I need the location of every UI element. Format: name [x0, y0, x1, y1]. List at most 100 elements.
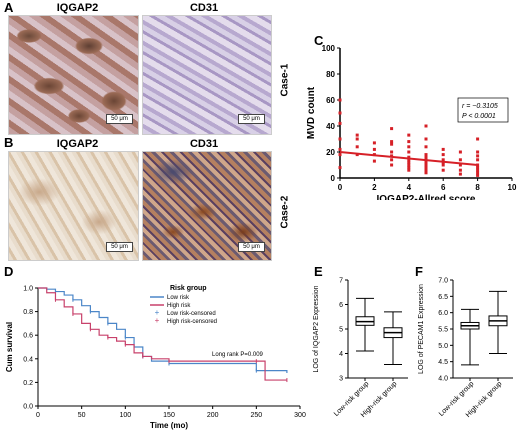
c-data-point: [407, 166, 411, 170]
d-y-tick-label: 0.0: [23, 404, 33, 411]
c-y-tick-label: 60: [326, 96, 335, 105]
c-data-point: [372, 147, 376, 151]
c-data-point: [424, 160, 428, 164]
panel-letter-d: D: [4, 264, 14, 279]
c-data-point: [424, 145, 428, 149]
d-x-tick-label: 150: [163, 412, 175, 419]
c-data-point: [458, 172, 462, 176]
c-annotation-r: r = −0.3105: [462, 103, 498, 110]
d-y-axis-label: Cum survival: [5, 322, 14, 372]
d-x-tick-label: 50: [78, 412, 86, 419]
c-data-point: [355, 137, 359, 141]
f-y-tick-label: 5.0: [438, 343, 448, 350]
d-y-tick-label: 0.6: [23, 333, 33, 340]
c-data-point: [407, 133, 411, 137]
c-data-point: [458, 150, 462, 154]
panel-letter-b: B: [4, 135, 14, 150]
c-data-point: [441, 158, 445, 162]
chart-c-scatter: 0 20 40 60 80 100 0 2 4 6 8 10 IQGAP2-Allred score MV…: [306, 44, 517, 200]
d-y-tick-label: 0.4: [23, 356, 33, 363]
c-data-point: [390, 163, 394, 167]
d-y-tick-label: 1.0: [23, 286, 33, 293]
c-x-tick-label: 0: [338, 183, 343, 192]
c-data-point: [476, 166, 480, 170]
c-data-point: [338, 147, 342, 151]
c-data-point: [424, 166, 428, 170]
f-y-tick-label: 7.0: [438, 278, 448, 285]
panel-letter-a: A: [4, 0, 14, 15]
c-data-point: [476, 137, 480, 141]
c-regression-line: [339, 151, 478, 166]
panel-a-right-title: CD31: [189, 2, 219, 14]
d-legend-label: Low risk-censored: [167, 311, 216, 317]
f-y-tick-label: 5.5: [438, 327, 448, 334]
c-x-tick-label: 2: [372, 183, 377, 192]
scale-bar-b2: 50 μm: [238, 242, 265, 252]
c-x-tick-label: 10: [508, 183, 517, 192]
scale-bar-a1: 50 μm: [106, 114, 133, 124]
c-data-point: [424, 171, 428, 175]
e-y-axis-label: LOG of IQGAP2 Expression: [313, 285, 320, 372]
c-data-point: [424, 137, 428, 141]
c-data-point: [441, 163, 445, 167]
scale-bar-a2: 50 μm: [238, 114, 265, 124]
d-annotation: Long rank P=0.009: [212, 352, 264, 358]
c-data-point: [476, 158, 480, 162]
e-y-tick-label: 6: [339, 302, 343, 309]
c-annotation-box: [457, 97, 509, 123]
e-y-tick-label: 5: [339, 327, 343, 334]
case1-label: Case-1: [279, 63, 291, 97]
c-y-tick-label: 80: [326, 70, 335, 79]
d-legend-title: Risk group: [170, 285, 207, 292]
d-x-tick-label: 100: [119, 412, 131, 419]
panel-b-right-title: CD31: [189, 138, 219, 150]
c-data-point: [476, 150, 480, 154]
panel-letter-e: E: [314, 264, 323, 279]
d-x-axis-label: Time (mo): [150, 421, 188, 430]
case2-label: Case-2: [279, 195, 291, 229]
c-data-point: [355, 145, 359, 149]
e-y-tick-label: 3: [339, 376, 343, 383]
c-data-point: [458, 158, 462, 162]
f-y-axis-label: LOG of PECAM1 Expression: [418, 284, 425, 374]
panel-b-left-title: IQGAP2: [56, 138, 99, 150]
c-data-point: [407, 163, 411, 167]
c-data-point: [407, 150, 411, 154]
c-data-point: [458, 168, 462, 172]
c-data-point: [424, 163, 428, 167]
c-data-point: [424, 155, 428, 159]
c-data-point: [390, 142, 394, 146]
c-data-point: [441, 168, 445, 172]
c-data-point: [390, 140, 394, 144]
c-x-axis-label: IQGAP2-Allred score: [377, 194, 476, 200]
d-y-tick-label: 0.2: [23, 380, 33, 387]
c-data-point: [338, 121, 342, 125]
c-data-point: [390, 127, 394, 131]
c-data-point: [338, 137, 342, 141]
panel-letter-c: C: [314, 33, 324, 48]
d-series-line-high: [38, 287, 287, 381]
c-data-point: [407, 160, 411, 164]
c-data-point: [390, 158, 394, 162]
f-y-tick-label: 6.0: [438, 310, 448, 317]
d-legend-swatch: +: [155, 308, 160, 317]
c-data-point: [458, 163, 462, 167]
c-data-point: [476, 173, 480, 177]
c-x-tick-label: 8: [475, 183, 480, 192]
panel-letter-f: F: [415, 264, 423, 279]
c-y-axis-label: MVD count: [306, 86, 317, 139]
e-y-tick-label: 4: [339, 351, 343, 358]
c-data-point: [372, 159, 376, 163]
f-y-tick-label: 4.0: [438, 376, 448, 383]
f-y-tick-label: 4.5: [438, 359, 448, 366]
c-data-point: [407, 158, 411, 162]
d-legend-label: High risk: [167, 303, 191, 309]
c-data-point: [338, 111, 342, 115]
chart-d-survival: 0.0 0.2 0.4 0.6 0.8 1.0 0 50 100 150 200 250 300 Time…: [5, 285, 306, 430]
d-x-tick-label: 200: [207, 412, 219, 419]
c-data-point: [338, 153, 342, 157]
c-data-point: [424, 168, 428, 172]
c-x-tick-label: 4: [407, 183, 412, 192]
d-legend-label: Low risk: [167, 295, 190, 301]
